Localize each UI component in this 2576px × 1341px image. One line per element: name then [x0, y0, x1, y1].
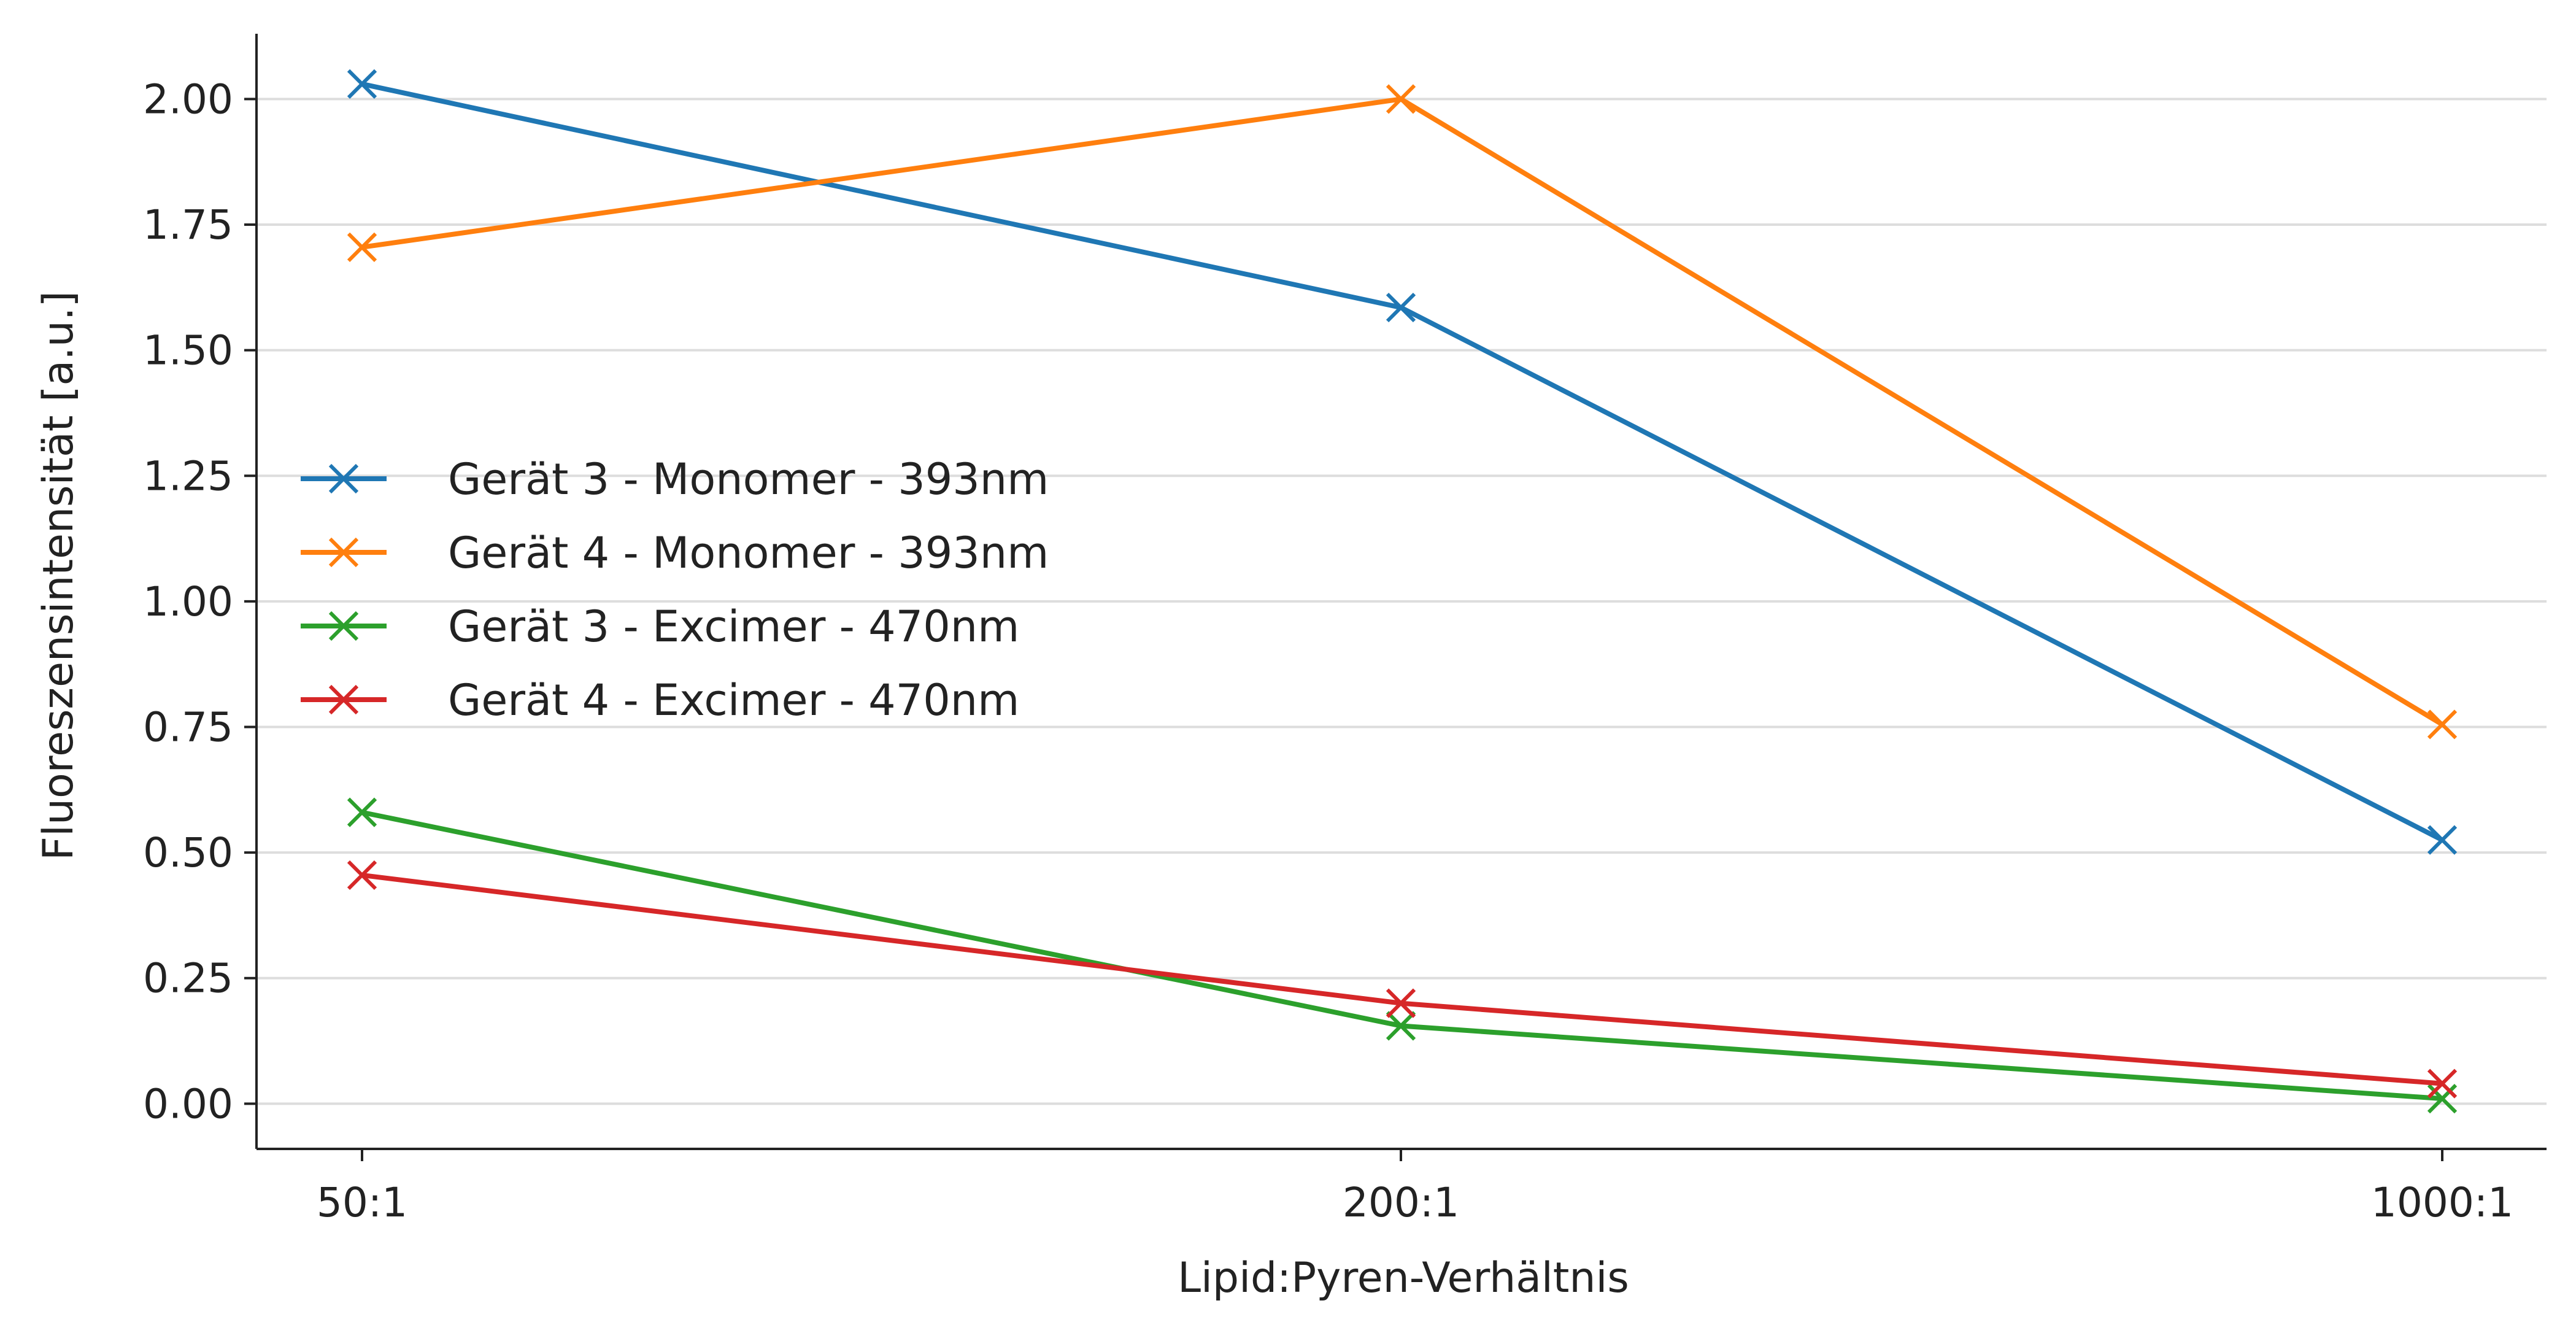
legend: Gerät 3 - Monomer - 393nm Gerät 4 - Monom… — [301, 454, 1049, 725]
y-tick-label: 1.75 — [143, 201, 233, 249]
y-tick-label: 1.50 — [143, 327, 233, 374]
legend-item: Gerät 4 - Monomer - 393nm — [301, 528, 1049, 578]
y-tick-label: 0.25 — [143, 955, 233, 1002]
legend-label: Gerät 3 - Excimer - 470nm — [448, 601, 1019, 652]
legend-label: Gerät 4 - Monomer - 393nm — [448, 528, 1049, 578]
legend-item: Gerät 3 - Excimer - 470nm — [301, 601, 1019, 652]
data-point-marker — [2427, 1084, 2458, 1114]
data-point-marker — [2427, 825, 2458, 855]
legend-item: Gerät 3 - Monomer - 393nm — [301, 454, 1049, 504]
ticks-layer: 0.00 0.25 0.50 0.75 1.00 1.25 1.50 1.75 2.00 50:1… — [143, 75, 2513, 1226]
data-point-marker — [1386, 988, 1416, 1018]
legend-item: Gerät 4 - Excimer - 470nm — [301, 675, 1019, 725]
y-axis-title: Fluoreszensintensität [a.u.] — [34, 291, 83, 860]
y-tick-label: 0.00 — [143, 1080, 233, 1127]
data-point-marker — [347, 69, 377, 99]
legend-marker — [328, 684, 359, 715]
legend-label: Gerät 4 - Excimer - 470nm — [448, 675, 1019, 725]
legend-label: Gerät 3 - Monomer - 393nm — [448, 454, 1049, 504]
series-2 — [347, 84, 2458, 740]
y-tick-label: 1.25 — [143, 452, 233, 500]
series-line — [361, 872, 2443, 1086]
legend-marker — [328, 537, 359, 568]
data-point-marker — [1386, 292, 1416, 323]
y-tick-label: 0.75 — [143, 703, 233, 751]
data-point-marker — [347, 797, 377, 827]
x-tick-label: 50:1 — [317, 1179, 407, 1226]
data-point-marker — [1386, 84, 1416, 114]
data-point-marker — [2427, 1069, 2458, 1099]
series-3 — [347, 797, 2458, 1114]
series-layer — [347, 69, 2458, 1114]
x-tick-label: 200:1 — [1343, 1179, 1459, 1226]
data-point-marker — [347, 232, 377, 262]
x-tick-label: 1000:1 — [2371, 1179, 2513, 1226]
series-1 — [347, 69, 2458, 855]
series-line — [361, 810, 2443, 1102]
x-axis-title: Lipid:Pyren-Verhältnis — [1178, 1254, 1629, 1302]
series-4 — [347, 860, 2458, 1099]
axes-layer — [255, 34, 2547, 1150]
y-tick-label: 0.50 — [143, 829, 233, 876]
data-point-marker — [2427, 709, 2458, 740]
y-tick-label: 2.00 — [143, 75, 233, 123]
data-point-marker — [1386, 1011, 1416, 1041]
y-tick-label: 1.00 — [143, 578, 233, 625]
legend-marker — [328, 611, 359, 641]
data-point-marker — [347, 860, 377, 891]
legend-marker — [328, 463, 359, 494]
